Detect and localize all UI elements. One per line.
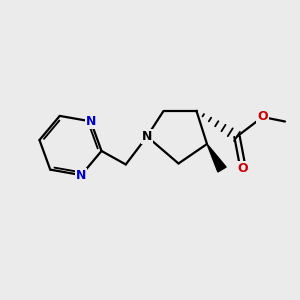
Text: N: N bbox=[142, 130, 152, 143]
Text: N: N bbox=[85, 115, 96, 128]
Text: O: O bbox=[257, 110, 268, 124]
Text: N: N bbox=[76, 169, 86, 182]
Text: O: O bbox=[238, 161, 248, 175]
Polygon shape bbox=[207, 144, 226, 172]
